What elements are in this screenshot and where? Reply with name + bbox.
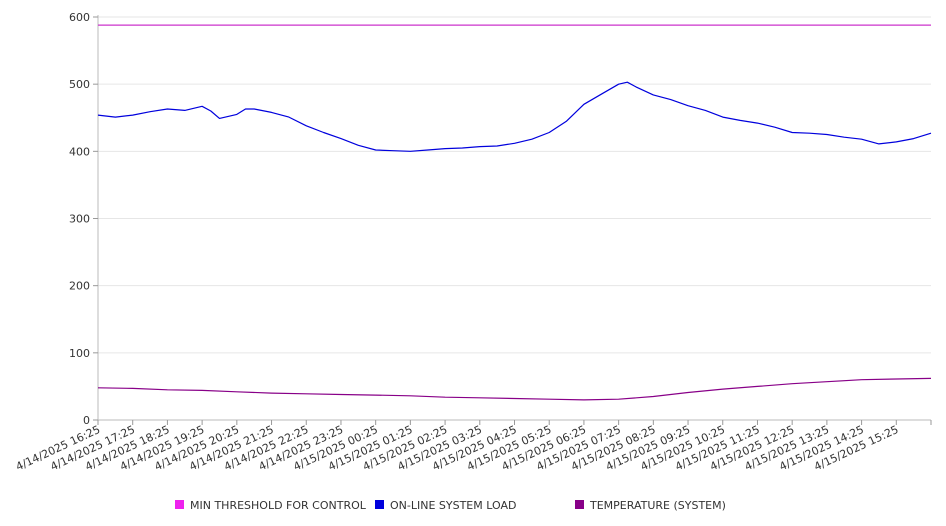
series-line <box>97 377 932 401</box>
y-tick-label: 600 <box>69 11 90 24</box>
series-lines <box>97 24 932 401</box>
x-axis-ticks: 4/14/2025 16:254/14/2025 17:254/14/2025 … <box>14 420 932 473</box>
legend-label: MIN THRESHOLD FOR CONTROL <box>190 499 367 512</box>
legend-swatch <box>175 500 184 509</box>
legend: MIN THRESHOLD FOR CONTROL ON-LINE SYSTEM … <box>175 499 726 512</box>
axes <box>97 15 931 421</box>
y-axis-ticks: 0 100 200 300 400 500 600 <box>69 11 98 427</box>
legend-swatch <box>375 500 384 509</box>
y-tick-label: 300 <box>69 213 90 226</box>
y-tick-label: 100 <box>69 347 90 360</box>
y-tick-label: 0 <box>83 414 90 427</box>
series-line <box>97 81 932 152</box>
legend-label: ON-LINE SYSTEM LOAD <box>390 499 516 512</box>
grid-lines <box>98 16 931 354</box>
legend-label: TEMPERATURE (SYSTEM) <box>589 499 726 512</box>
y-tick-label: 500 <box>69 78 90 91</box>
y-tick-label: 200 <box>69 280 90 293</box>
y-tick-label: 400 <box>69 145 90 158</box>
legend-swatch <box>575 500 584 509</box>
